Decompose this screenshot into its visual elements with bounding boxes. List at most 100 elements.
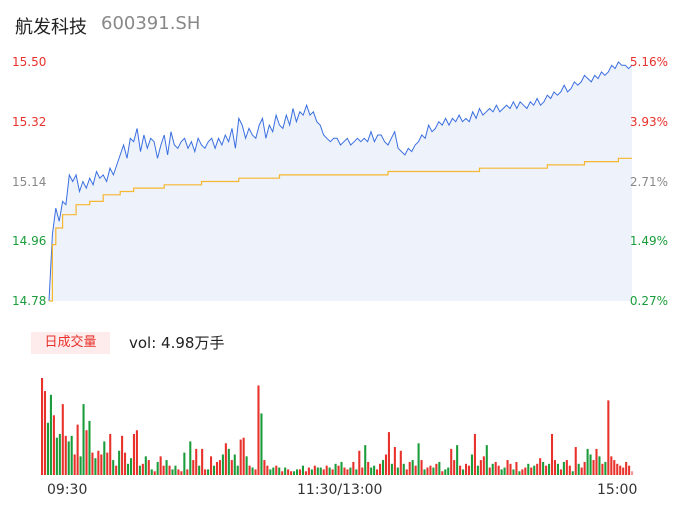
volume-bar (97, 450, 100, 475)
volume-bar (109, 433, 112, 475)
volume-bar (343, 467, 346, 475)
volume-bar (491, 463, 494, 475)
volume-bar (622, 467, 625, 475)
volume-bar (402, 463, 405, 475)
volume-bar (542, 461, 545, 475)
volume-bar (515, 461, 518, 475)
percent-axis-label: 0.27% (629, 294, 668, 308)
volume-bar (304, 471, 307, 475)
volume-bar (266, 465, 269, 475)
volume-bar (373, 465, 376, 475)
volume-bar (470, 454, 473, 475)
volume-bar (613, 460, 616, 475)
volume-bar (319, 467, 322, 475)
volume-bar (411, 460, 414, 475)
volume-bar (210, 456, 213, 475)
volume-bar (106, 452, 109, 475)
volume-bar (429, 465, 432, 475)
volume-bar (595, 448, 598, 475)
volume-bar (598, 456, 601, 475)
volume-bar (384, 454, 388, 475)
volume-bar (295, 469, 299, 475)
volume-bar (183, 452, 186, 475)
volume-bar (518, 471, 521, 475)
volume-bar (482, 456, 485, 475)
volume-bar (571, 471, 574, 475)
volume-bar (628, 465, 631, 475)
volume-bar (545, 465, 548, 475)
volume-bar (156, 461, 159, 475)
volume-bar (204, 469, 207, 475)
volume-bar (364, 445, 367, 475)
volume-bar (94, 458, 97, 475)
volume-bar (58, 433, 61, 475)
volume-bar (553, 460, 557, 475)
volume-bar (165, 460, 168, 475)
volume-bar (245, 456, 248, 475)
volume-bar (387, 432, 390, 475)
volume-bar (423, 469, 426, 475)
volume-bar (607, 400, 610, 475)
volume-bar (548, 463, 551, 475)
volume-bar (438, 461, 441, 475)
percent-axis-label: 2.71% (629, 174, 668, 189)
volume-bar (494, 461, 497, 475)
volume-bar (126, 463, 130, 475)
volume-bar (500, 469, 503, 475)
volume-bar (290, 471, 293, 475)
volume-bar (192, 460, 195, 475)
volume-bar (201, 448, 204, 475)
volume-tab[interactable]: 日成交量 (31, 332, 110, 354)
volume-bar (604, 461, 607, 475)
volume-bar (533, 465, 536, 475)
volume-bar (212, 465, 216, 475)
volume-bar (215, 461, 219, 475)
volume-bar (390, 463, 393, 475)
volume-bar (328, 467, 331, 475)
volume-bar (610, 456, 613, 475)
volume-bar (550, 433, 554, 475)
volume-bar (307, 467, 310, 475)
time-axis-label: 15:00 (597, 482, 638, 498)
volume-bar (435, 463, 438, 475)
percent-axis-label: 3.93% (629, 114, 668, 129)
volume-bar (221, 454, 224, 475)
volume-bar (269, 469, 272, 475)
volume-bar (459, 465, 462, 475)
volume-bar (301, 465, 304, 475)
volume-bar (559, 469, 562, 475)
volume-bar (399, 450, 402, 475)
volume-bars (41, 378, 634, 475)
volume-bar (589, 454, 592, 475)
volume-bar (242, 437, 245, 475)
volume-bar (76, 424, 79, 475)
volume-bar (444, 469, 447, 475)
volume-bar (41, 378, 44, 475)
volume-bar (251, 467, 254, 475)
volume-bar (473, 433, 476, 475)
volume-bar (530, 467, 533, 475)
volume-bar (631, 471, 634, 475)
volume-bar (340, 461, 343, 475)
stock-code: 600391.SH (101, 13, 201, 34)
volume-bar (168, 465, 171, 475)
volume-bar (625, 461, 628, 475)
volume-bar (479, 460, 482, 475)
volume-bar (509, 463, 512, 475)
volume-bar (524, 467, 527, 475)
volume-bar (260, 413, 263, 475)
volume-bar (233, 454, 236, 475)
volume-bar (257, 385, 260, 475)
volume-bar (381, 460, 385, 475)
volume-bar (278, 467, 281, 475)
volume-bar (539, 458, 542, 475)
volume-bar (79, 456, 82, 475)
volume-bar (337, 465, 340, 475)
volume-bar (236, 465, 239, 475)
volume-bar (230, 460, 233, 475)
volume-bar (322, 469, 325, 475)
price-axis-label: 14.78 (12, 294, 47, 308)
time-axis-label: 11:30/13:00 (297, 482, 383, 498)
volume-bar (64, 435, 67, 475)
